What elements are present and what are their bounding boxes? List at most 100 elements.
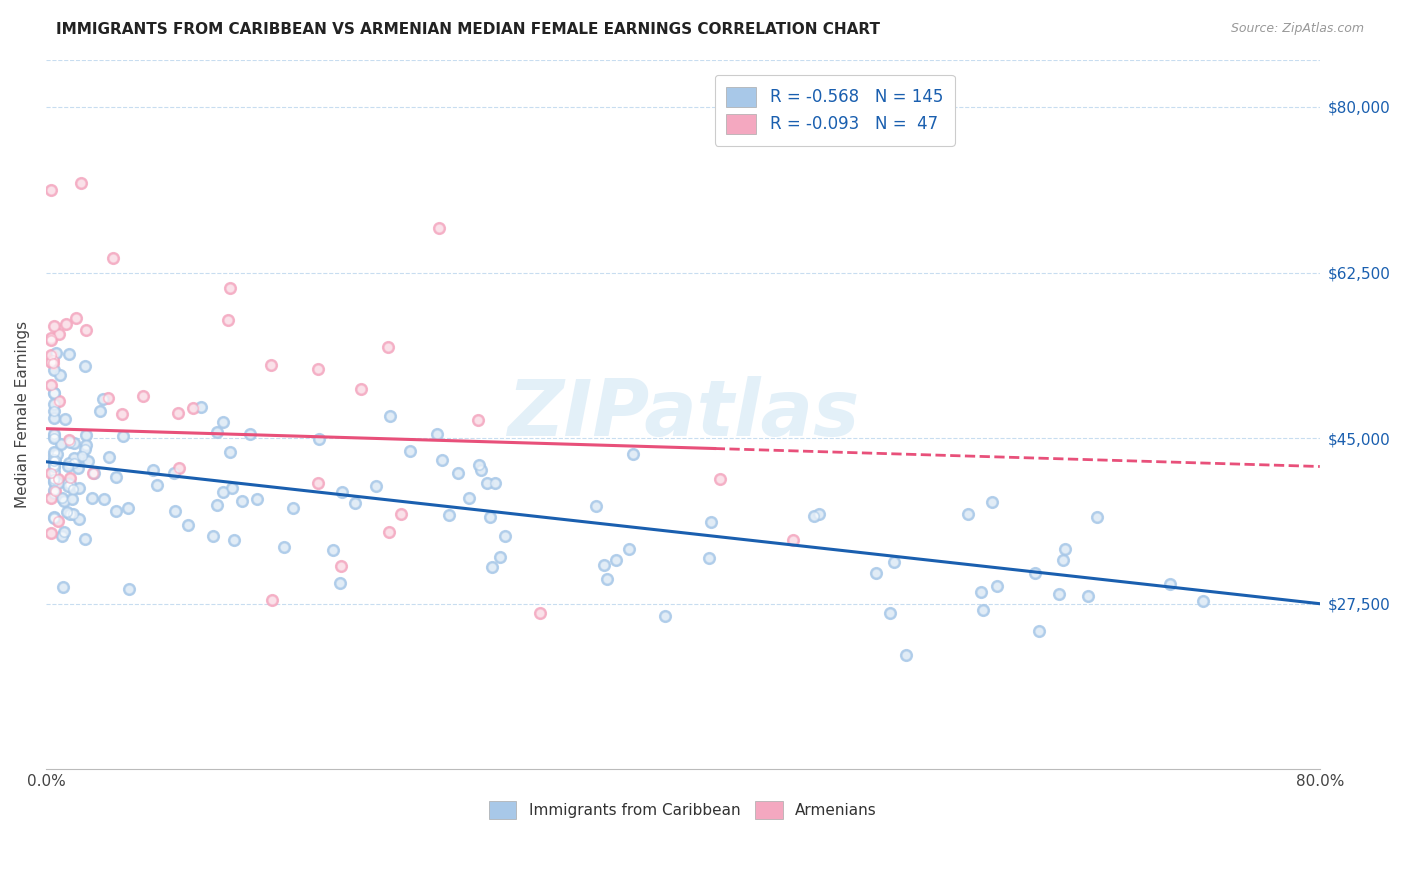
Point [52,580,75,594]
Point [484,475,506,490]
Point [437,508,460,523]
Point [42,459,65,474]
Point [259,359,281,373]
Point [39,333,62,347]
Point [42,454,65,468]
Point [46,472,69,486]
Point [699,516,721,530]
Point [42,460,65,475]
Point [377,340,399,354]
Point [484,475,506,490]
Point [163,466,186,480]
Point [212,415,235,429]
Point [104,504,127,518]
Legend: Immigrants from Caribbean, Armenians: Immigrants from Caribbean, Armenians [482,795,883,825]
Point [146,477,169,491]
Point [307,362,329,376]
Point [308,432,330,446]
Point [329,575,352,590]
Point [212,485,235,500]
Point [42,385,65,400]
Point [48,326,70,341]
Point [596,572,619,586]
Point [329,558,352,573]
Point [70,176,93,190]
Point [205,499,228,513]
Point [166,406,188,420]
Point [42,411,65,425]
Point [42,431,65,445]
Point [803,508,825,523]
Point [93,392,115,407]
Point [42,454,65,468]
Point [879,606,901,620]
Point [42,386,65,401]
Point [42,427,65,442]
Point [75,427,97,442]
Point [163,503,186,517]
Point [231,493,253,508]
Point [42,448,65,462]
Point [42,385,65,400]
Point [782,533,804,548]
Point [181,401,204,415]
Point [39,491,62,506]
Point [56,504,79,518]
Point [42,353,65,368]
Point [619,541,641,556]
Point [42,460,65,475]
Point [42,444,65,458]
Point [494,529,516,543]
Point [55,317,77,331]
Point [42,448,65,462]
Point [239,427,262,442]
Point [42,483,65,497]
Point [470,463,492,477]
Point [44,452,66,467]
Point [42,452,65,467]
Point [378,524,401,539]
Point [39,331,62,345]
Point [59,471,82,485]
Text: IMMIGRANTS FROM CARIBBEAN VS ARMENIAN MEDIAN FEMALE EARNINGS CORRELATION CHART: IMMIGRANTS FROM CARIBBEAN VS ARMENIAN ME… [56,22,880,37]
Point [219,280,242,294]
Point [260,593,283,607]
Point [75,359,97,373]
Point [105,470,128,484]
Point [42,483,65,497]
Point [83,466,105,480]
Point [167,460,190,475]
Point [46,447,69,461]
Point [596,572,619,586]
Point [42,454,65,468]
Point [59,471,82,485]
Point [146,477,169,491]
Point [76,454,98,468]
Point [75,532,97,546]
Point [1085,509,1108,524]
Point [167,460,190,475]
Point [97,392,120,406]
Point [1024,566,1046,580]
Point [1028,624,1050,638]
Point [529,606,551,620]
Point [42,510,65,524]
Point [75,442,97,456]
Point [621,447,644,461]
Point [51,491,73,506]
Point [654,609,676,624]
Point [59,477,82,491]
Point [163,503,186,517]
Point [970,585,993,599]
Point [111,407,134,421]
Point [59,507,82,521]
Point [343,496,366,510]
Point [45,346,67,360]
Point [430,452,453,467]
Point [39,355,62,369]
Point [883,555,905,569]
Point [75,427,97,442]
Point [697,551,720,566]
Point [42,458,65,472]
Point [62,483,84,497]
